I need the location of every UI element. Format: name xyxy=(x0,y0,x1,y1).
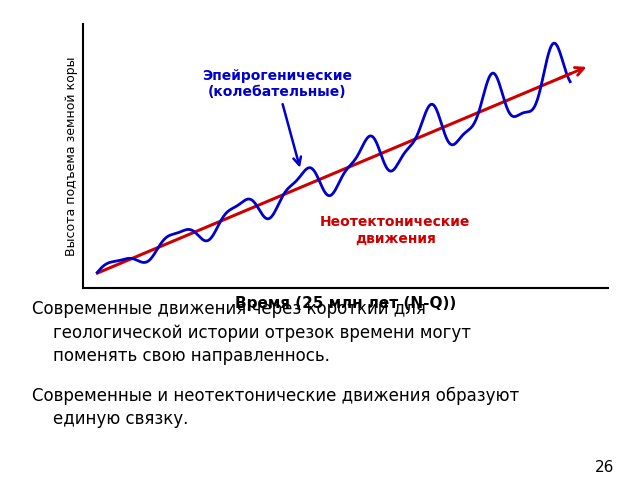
Text: Неотектонические
движения: Неотектонические движения xyxy=(320,215,470,245)
Text: Эпейрогенические
(колебательные): Эпейрогенические (колебательные) xyxy=(202,69,352,165)
Text: 26: 26 xyxy=(595,460,614,475)
Text: Современные движения через короткий для
    геологической истории отрезок времен: Современные движения через короткий для … xyxy=(32,300,471,365)
Y-axis label: Высота подъема земной коры: Высота подъема земной коры xyxy=(65,56,77,256)
Text: Современные и неотектонические движения образуют
    единую связку.: Современные и неотектонические движения … xyxy=(32,386,519,428)
X-axis label: Время (25 млн лет (N-Q)): Время (25 млн лет (N-Q)) xyxy=(235,296,456,312)
